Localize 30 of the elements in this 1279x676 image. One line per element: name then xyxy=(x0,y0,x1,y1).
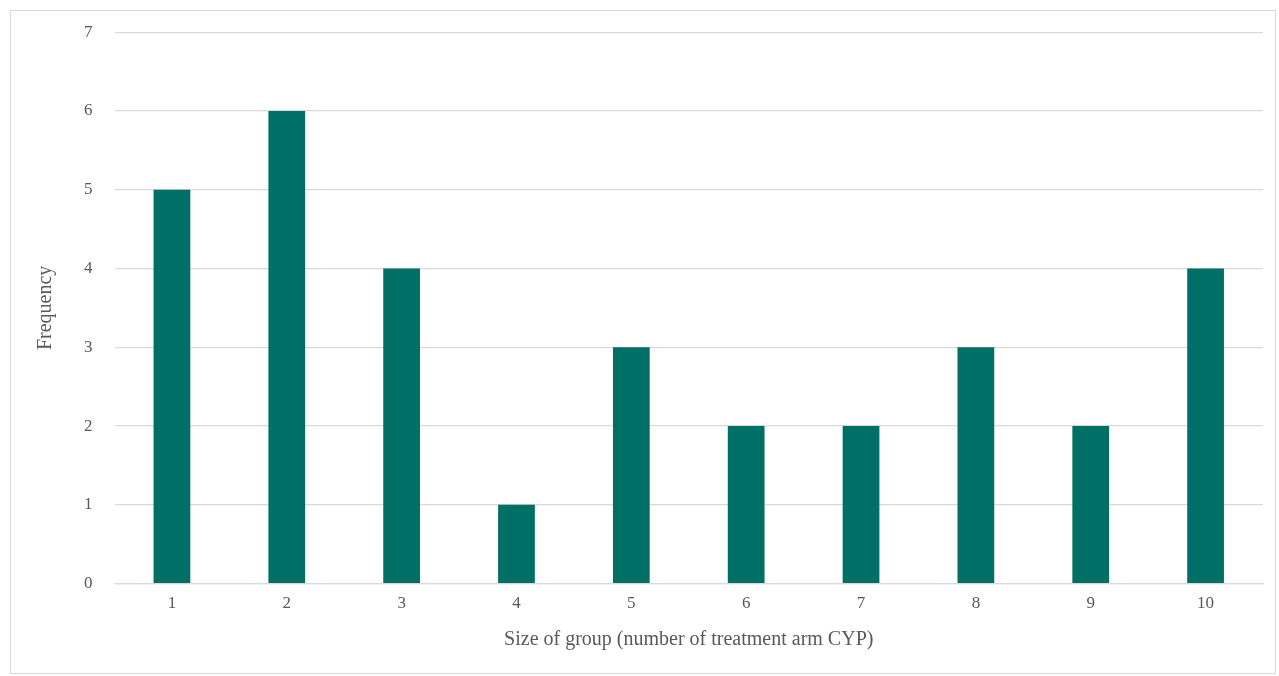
y-tick-label: 2 xyxy=(84,415,93,435)
bar xyxy=(498,504,535,583)
x-axis-title: Size of group (number of treatment arm CYP) xyxy=(504,627,874,651)
x-tick-label: 3 xyxy=(397,593,406,613)
x-tick-label: 8 xyxy=(971,593,981,613)
x-tick-label: 5 xyxy=(627,593,636,613)
y-tick-label: 7 xyxy=(84,21,93,41)
bar xyxy=(383,268,420,583)
bar xyxy=(1187,268,1224,583)
x-tick-label: 1 xyxy=(167,593,177,613)
y-tick-label: 4 xyxy=(84,257,93,277)
bar xyxy=(957,347,995,583)
x-tick-label: 4 xyxy=(512,593,522,613)
x-tick-label: 6 xyxy=(741,593,751,613)
x-tick-label: 10 xyxy=(1197,593,1215,613)
x-tick-label: 7 xyxy=(856,593,866,613)
bar xyxy=(842,426,880,583)
y-tick-label: 1 xyxy=(84,494,93,514)
bar xyxy=(612,347,650,583)
y-tick-label: 6 xyxy=(84,100,93,120)
y-tick-label: 0 xyxy=(84,573,93,593)
y-tick-label: 5 xyxy=(84,179,93,199)
y-tick-label: 3 xyxy=(84,336,93,356)
bar xyxy=(727,426,765,583)
x-tick-label: 2 xyxy=(282,593,292,613)
x-tick-label: 9 xyxy=(1086,593,1095,613)
bar xyxy=(153,189,191,583)
bar xyxy=(268,110,306,583)
bar xyxy=(1072,426,1110,583)
y-axis-title: Frequency xyxy=(33,265,57,351)
